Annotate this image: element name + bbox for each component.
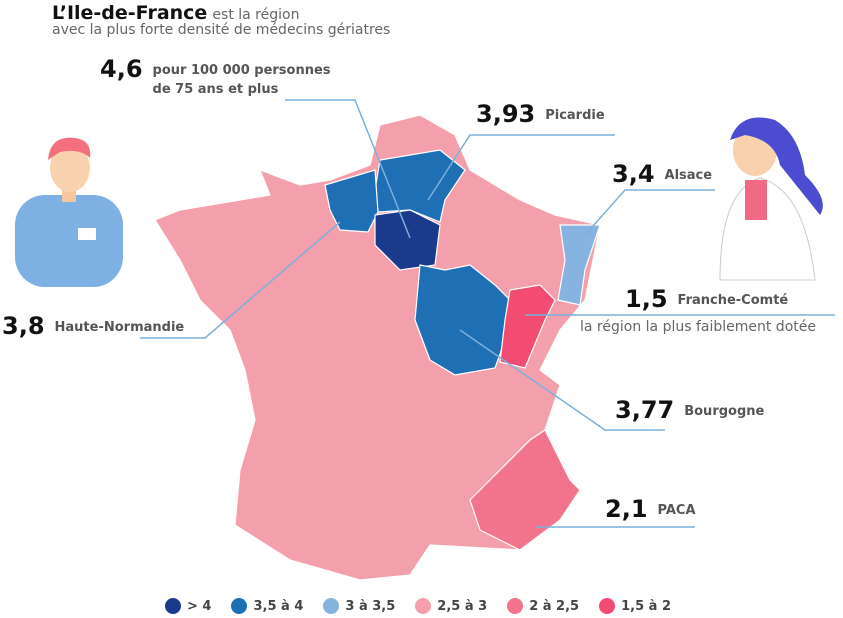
legend-item: 1,5 à 2 <box>599 598 671 614</box>
regions <box>154 114 601 581</box>
illustration-man <box>15 137 123 287</box>
legend-swatch <box>415 598 432 614</box>
region-paca <box>469 429 581 551</box>
callout: 3,77 Bourgogne <box>615 396 764 424</box>
legend-swatch <box>507 598 524 614</box>
legend-label: 3 à 3,5 <box>345 598 396 614</box>
legend-label: 2 à 2,5 <box>529 598 580 614</box>
legend-label: 1,5 à 2 <box>621 598 671 614</box>
legend-swatch <box>165 598 181 614</box>
callout-value: 3,8 <box>2 312 45 340</box>
region-franche-comte <box>499 284 556 369</box>
legend-item: 2,5 à 3 <box>415 598 487 614</box>
illustration-woman <box>719 117 823 281</box>
callout: 3,8 Haute-Normandie <box>2 312 184 340</box>
callout-label: PACA <box>658 501 696 520</box>
callout-label-line: Franche-Comté <box>677 293 789 308</box>
leader-line <box>285 99 411 239</box>
leader-lines <box>140 99 835 528</box>
callout-label: pour 100 000 personnes de 75 ans et plus <box>153 61 331 99</box>
callout-value: 3,93 <box>476 100 536 128</box>
leader-line <box>459 329 665 431</box>
legend-swatch <box>323 598 340 614</box>
callout: 3,4 Alsace <box>612 160 712 188</box>
callout-label: Picardie <box>545 106 604 125</box>
callout-label: Franche-Comté <box>678 291 789 310</box>
callout-label: Bourgogne <box>684 402 764 421</box>
callout-label-line: pour 100 000 personnes <box>152 63 331 78</box>
callout-label: Haute-Normandie <box>55 318 185 337</box>
legend-label: > 4 <box>187 598 212 614</box>
callout-label-line: Bourgogne <box>684 404 765 419</box>
callout-note: la région la plus faiblement dotée <box>580 319 816 335</box>
callout-label-line: Alsace <box>664 168 713 183</box>
callout-value: 3,4 <box>612 160 655 188</box>
legend-label: 3,5 à 4 <box>253 598 304 614</box>
leader-line <box>427 134 615 201</box>
callout: 2,1 PACA <box>605 495 696 523</box>
callout-value: 2,1 <box>605 495 648 523</box>
callout-value: 1,5 <box>625 285 668 313</box>
legend-label: 2,5 à 3 <box>437 598 488 614</box>
leader-line <box>584 189 715 236</box>
legend-swatch <box>599 598 616 614</box>
callout: 3,93 Picardie <box>476 100 605 128</box>
legend-item: 3,5 à 4 <box>231 598 303 614</box>
region-alsace <box>557 224 601 306</box>
callout: 4,6 pour 100 000 personnes de 75 ans et pl… <box>100 55 331 99</box>
legend-item: > 4 <box>165 598 211 614</box>
title-highlight: L’Ile-de-France <box>52 2 208 24</box>
callout-label-line: PACA <box>657 503 696 518</box>
legend-item: 2 à 2,5 <box>507 598 579 614</box>
callout-value: 4,6 <box>100 55 143 83</box>
callout-label: Alsace <box>665 166 713 185</box>
region <box>154 114 601 581</box>
callout-label-line: Picardie <box>545 108 605 123</box>
leader-line <box>140 221 341 339</box>
legend: > 4 3,5 à 4 3 à 3,5 2,5 à 3 2 à 2,5 1,5 à 2 <box>165 598 671 614</box>
callout-value: 3,77 <box>615 396 675 424</box>
callout-label-line: de 75 ans et plus <box>152 82 279 97</box>
callout-label-line: Haute-Normandie <box>54 320 185 335</box>
legend-item: 3 à 3,5 <box>323 598 395 614</box>
callout: 1,5 Franche-Comté <box>625 285 788 313</box>
title-rest: est la région <box>212 7 300 23</box>
region-ile-de-france <box>374 209 441 271</box>
subtitle: avec la plus forte densité de médecins g… <box>52 22 391 38</box>
legend-swatch <box>231 598 248 614</box>
region-haute-normandie <box>324 169 379 233</box>
